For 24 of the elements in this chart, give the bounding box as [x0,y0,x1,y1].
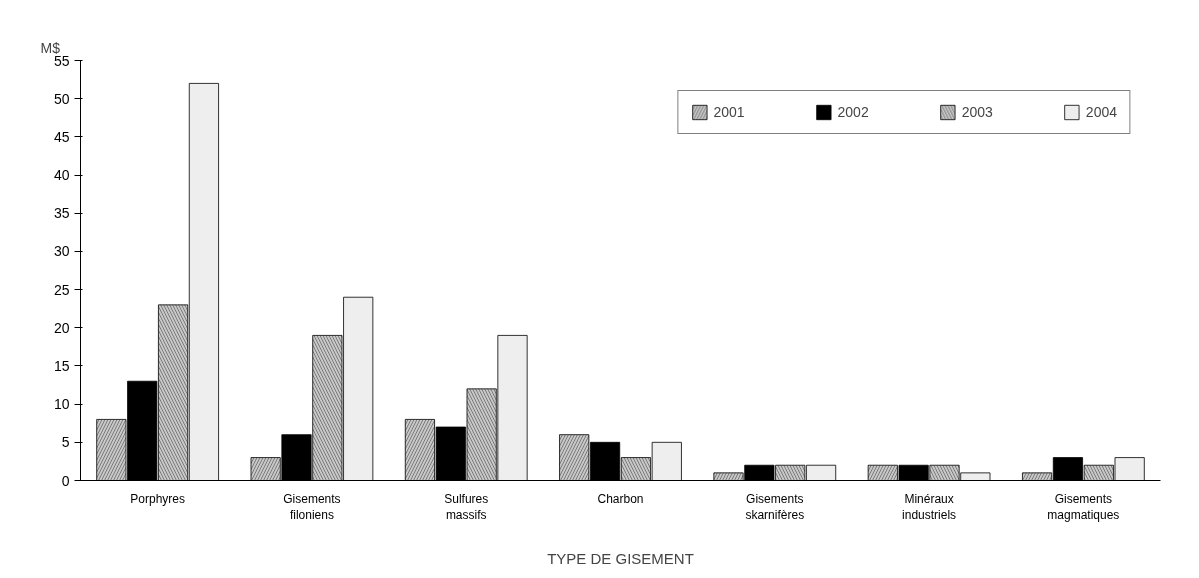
y-tick-label: 0 [61,472,70,489]
y-tick-label: 20 [53,319,70,336]
legend-label: 2003 [961,104,993,120]
x-tick-label: Charbon [597,491,644,506]
y-tick-label: 50 [53,90,70,107]
y-tick-label: 30 [53,243,70,260]
x-tick-label: Gisements skarnifères [745,491,805,523]
y-tick-label: 35 [53,205,70,222]
y-tick-label: 25 [53,281,70,298]
x-tick-label: Porphyres [130,491,185,506]
x-axis-title: TYPE DE GISEMENT [547,550,694,568]
y-tick-label: 15 [53,357,70,374]
y-tick-label: 5 [61,434,70,451]
y-axis-title: M$ [40,39,61,56]
x-tick-label: Gisements magmatiques [1047,491,1120,523]
y-tick-label: 45 [53,128,70,145]
y-tick-label: 40 [53,167,70,184]
x-tick-label: Minéraux industriels [902,491,957,523]
legend-label: 2004 [1085,104,1117,120]
x-tick-label: Gisements filoniens [283,491,341,523]
x-tick-label: Sulfures massifs [444,491,489,523]
legend-label: 2002 [837,104,869,120]
y-tick-label: 10 [53,396,70,413]
legend-label: 2001 [713,104,745,120]
